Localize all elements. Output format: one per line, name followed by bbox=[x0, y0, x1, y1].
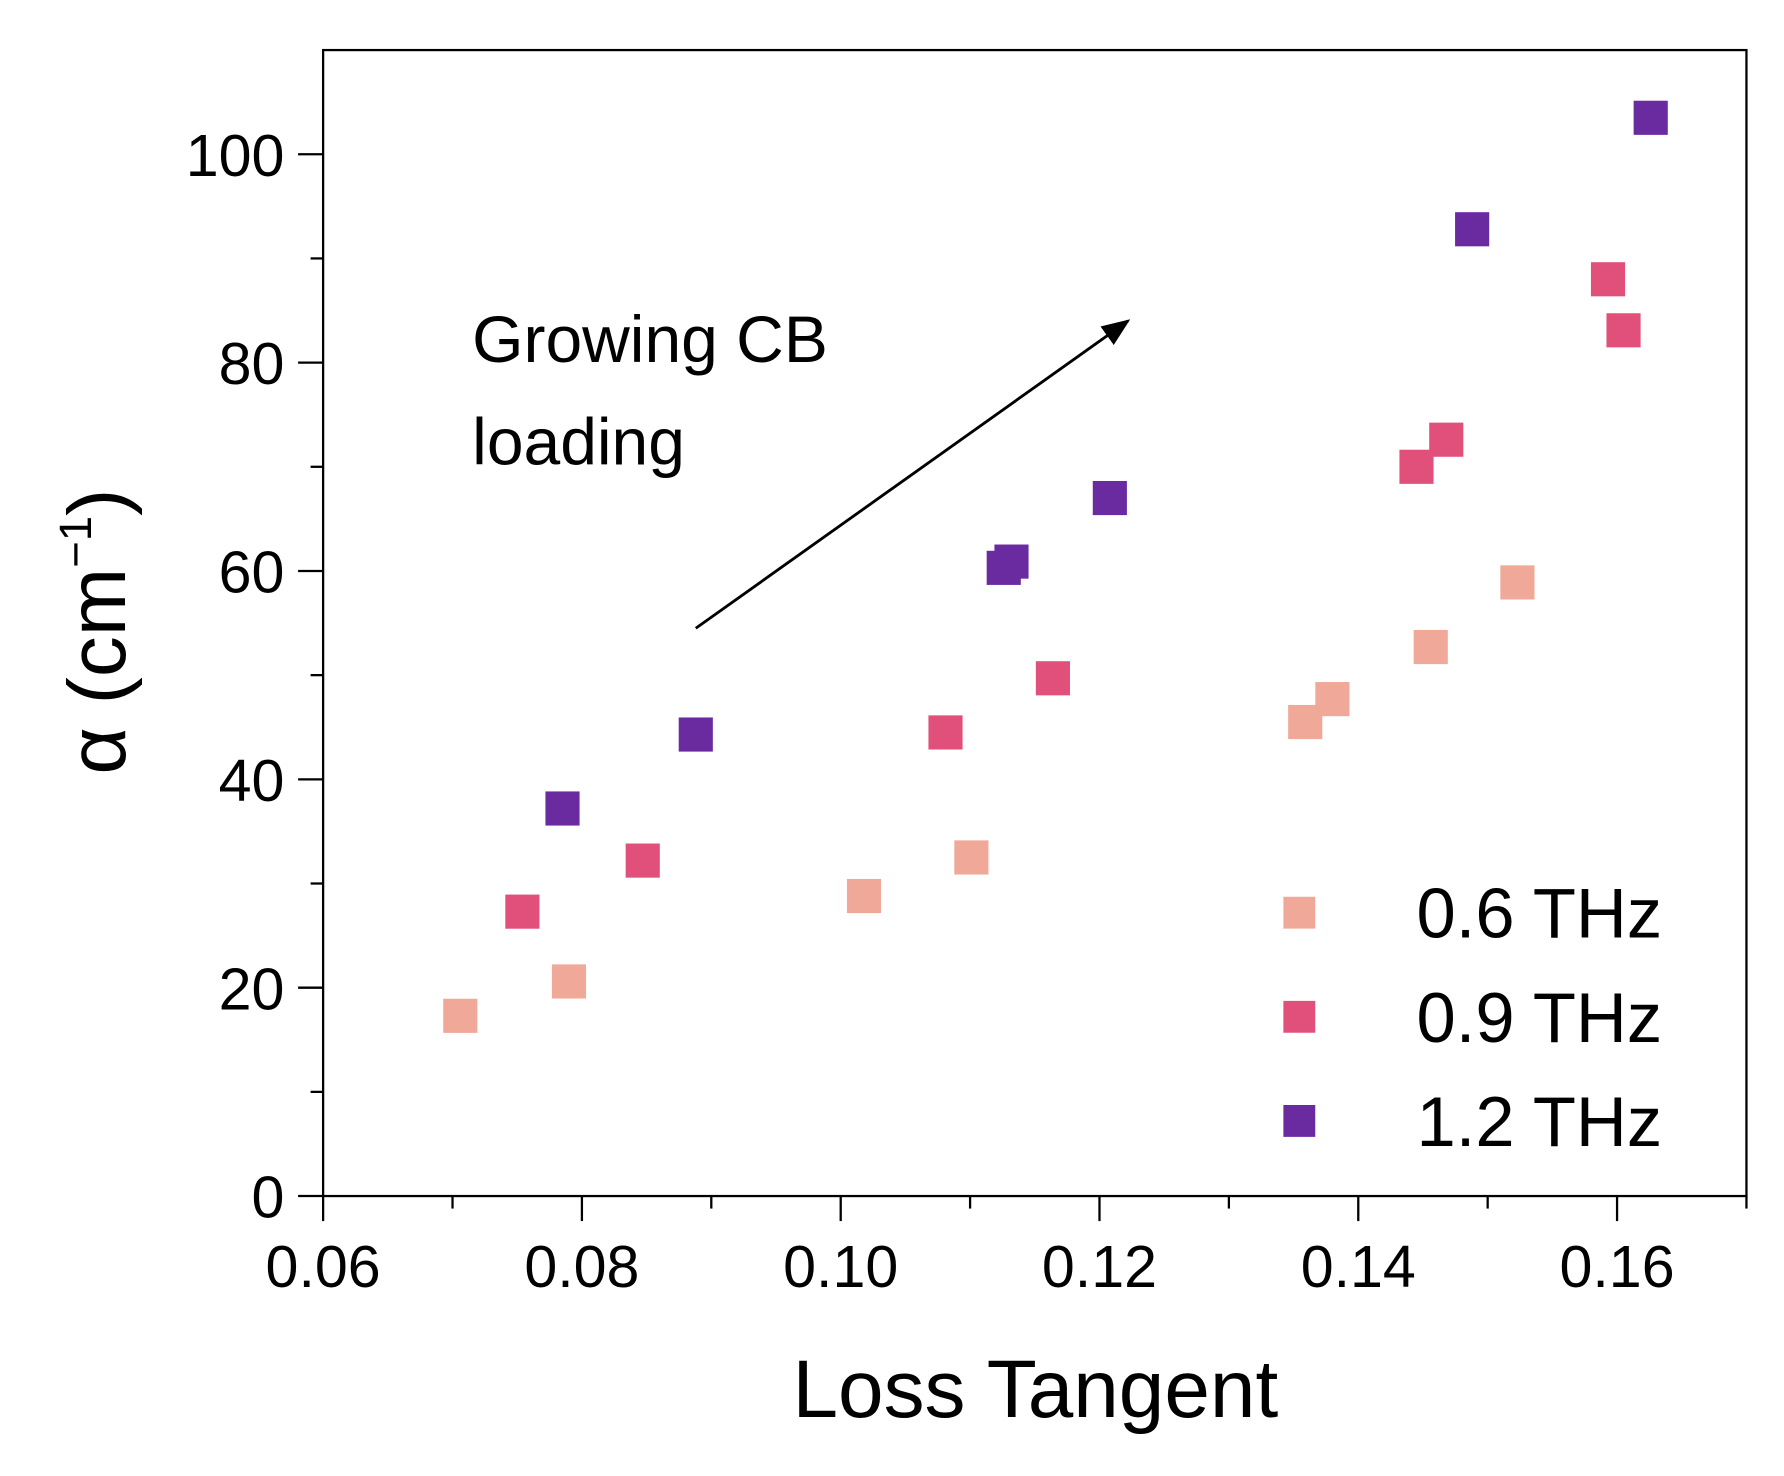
data-point-1-2-thz bbox=[1633, 100, 1668, 135]
x-tick-label: 0.16 bbox=[1559, 1233, 1674, 1300]
data-point-1-2-thz bbox=[545, 791, 580, 826]
y-tick-label: 40 bbox=[219, 747, 285, 814]
y-axis-label: α (cm−1) bbox=[50, 489, 143, 775]
data-point-0-6-thz bbox=[1500, 565, 1535, 600]
data-point-1-2-thz bbox=[994, 544, 1029, 579]
data-point-0-9-thz bbox=[505, 894, 540, 929]
data-point-0-9-thz bbox=[1606, 313, 1641, 348]
y-axis-label-close: ) bbox=[52, 489, 143, 516]
data-point-0-9-thz bbox=[1590, 262, 1626, 297]
annotation-arrow bbox=[694, 319, 1131, 630]
data-point-1-2-thz bbox=[1455, 212, 1490, 247]
legend-label: 0.9 THz bbox=[1417, 978, 1663, 1057]
data-point-0-6-thz bbox=[443, 998, 478, 1033]
legend-marker bbox=[1283, 896, 1316, 929]
data-point-0-9-thz bbox=[1035, 661, 1070, 696]
legend-marker bbox=[1283, 1105, 1316, 1137]
data-point-0-6-thz bbox=[1413, 629, 1448, 665]
data-point-0-6-thz bbox=[1315, 682, 1350, 717]
annotation-line-2: loading bbox=[472, 404, 685, 478]
legend-label: 1.2 THz bbox=[1417, 1082, 1663, 1161]
data-point-0-9-thz bbox=[625, 843, 660, 878]
annotation: Growing CB loading bbox=[472, 302, 1131, 630]
data-point-1-2-thz bbox=[678, 717, 713, 752]
x-tick-label: 0.10 bbox=[783, 1233, 898, 1300]
annotation-line-1: Growing CB bbox=[472, 302, 828, 376]
y-tick-label: 80 bbox=[219, 330, 285, 397]
y-tick-label: 100 bbox=[186, 122, 285, 189]
x-tick-label: 0.08 bbox=[524, 1233, 639, 1300]
data-point-1-2-thz bbox=[1092, 480, 1127, 516]
data-point-0-6-thz bbox=[954, 840, 989, 875]
data-points bbox=[443, 100, 1668, 1033]
legend-marker bbox=[1283, 1000, 1316, 1033]
y-tick-label: 0 bbox=[252, 1164, 285, 1231]
plot-frame bbox=[321, 48, 1748, 1198]
data-point-0-6-thz bbox=[846, 878, 882, 914]
y-tick-label: 60 bbox=[219, 539, 285, 606]
y-tick-label: 20 bbox=[219, 955, 285, 1022]
x-tick-label: 0.14 bbox=[1301, 1233, 1416, 1300]
data-point-0-6-thz bbox=[551, 964, 587, 999]
y-axis-label-main: α (cm bbox=[52, 568, 143, 775]
legend-label: 0.6 THz bbox=[1417, 874, 1663, 953]
data-point-0-9-thz bbox=[928, 715, 963, 750]
x-tick-label: 0.12 bbox=[1042, 1233, 1157, 1300]
axes: 0.06 0.08 0.10 0.12 0.14 0.16 0 20 40 60 80 100 bbox=[186, 48, 1748, 1300]
legend: 0.6 THz 0.9 THz 1.2 THz bbox=[1283, 874, 1662, 1161]
y-axis-label-sup: −1 bbox=[50, 516, 101, 568]
data-point-0-9-thz bbox=[1429, 422, 1464, 457]
x-axis-label: Loss Tangent bbox=[793, 1344, 1279, 1435]
x-tick-label: 0.06 bbox=[266, 1233, 381, 1300]
data-point-0-9-thz bbox=[1399, 449, 1434, 484]
